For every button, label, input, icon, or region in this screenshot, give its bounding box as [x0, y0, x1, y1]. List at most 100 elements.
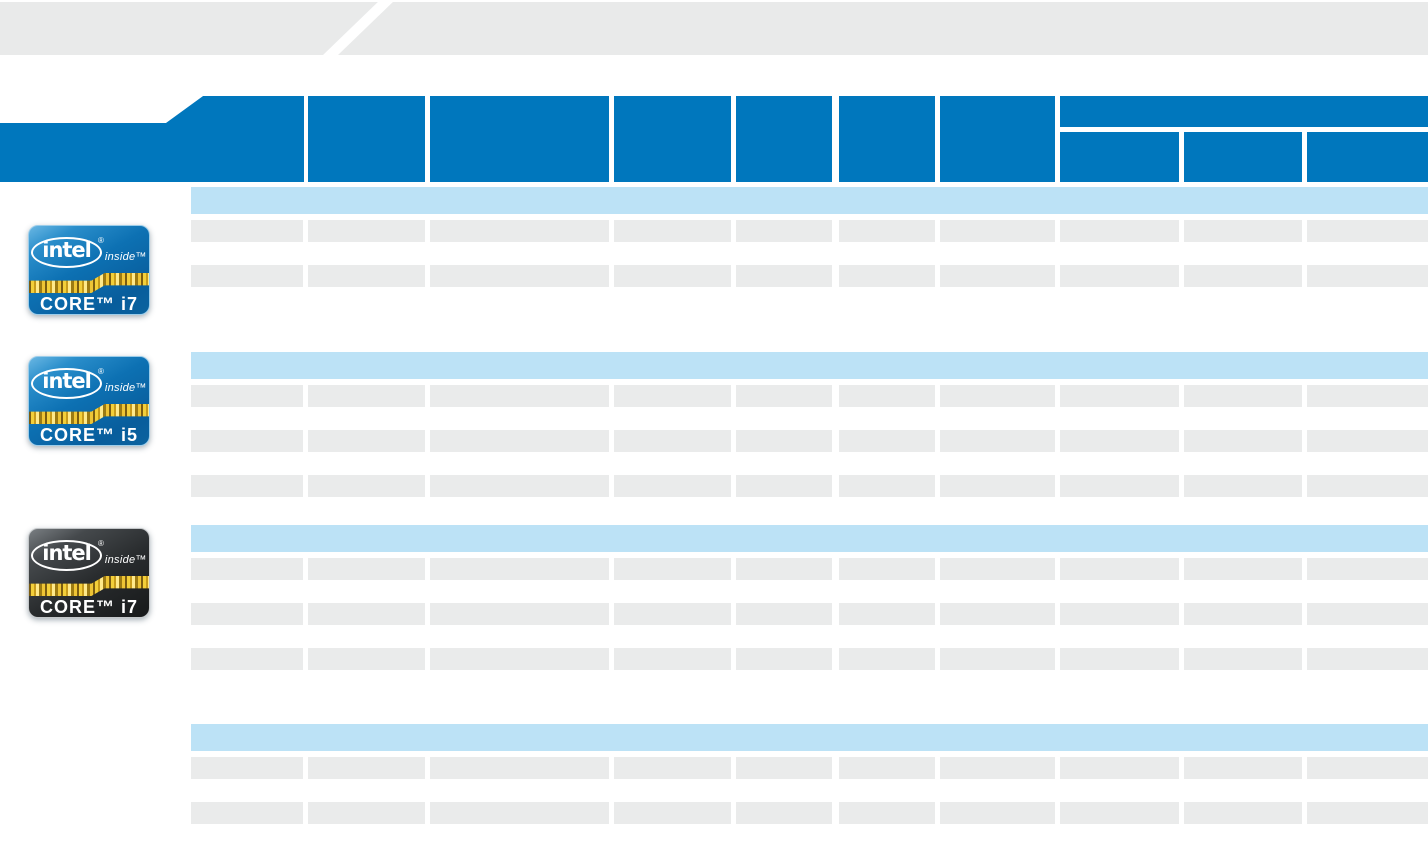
inside-mark: inside™	[104, 382, 147, 394]
spec-cell	[736, 757, 832, 779]
intel-wordmark: intel	[42, 368, 92, 393]
badge-product-line: CORE™ i7	[39, 597, 139, 617]
spec-cell	[1184, 603, 1302, 625]
intel-logo: intel ®	[31, 366, 104, 399]
spec-cell	[1184, 265, 1302, 287]
intel-core-i7-badge: intel ® inside™ CORE™ i7	[28, 225, 150, 315]
spec-cell	[191, 648, 303, 670]
spec-cell	[614, 385, 731, 407]
spec-cell	[1184, 802, 1302, 824]
spec-cell	[191, 475, 303, 497]
spec-cell	[308, 558, 425, 580]
top-banner	[0, 2, 1428, 55]
spec-cell	[839, 757, 935, 779]
spec-cell	[736, 430, 832, 452]
spec-cell	[839, 475, 935, 497]
spec-cell	[191, 265, 303, 287]
inside-mark: inside™	[104, 554, 147, 566]
header-cell-5	[736, 96, 832, 182]
header-cell-7	[940, 96, 1055, 182]
spec-cell	[1060, 475, 1179, 497]
spec-cell	[1307, 603, 1428, 625]
circuit-strip-graphic	[29, 404, 149, 424]
spec-cell	[940, 757, 1055, 779]
spec-cell	[736, 385, 832, 407]
spec-cell	[1307, 265, 1428, 287]
spec-cell	[430, 220, 609, 242]
spec-cell	[430, 757, 609, 779]
spec-cell	[940, 475, 1055, 497]
intel-core-i5-badge: intel ® inside™ CORE™ i5	[28, 356, 150, 446]
spec-cell	[614, 220, 731, 242]
intel-wordmark: intel	[42, 540, 92, 565]
badge-product-line: CORE™ i5	[39, 425, 139, 445]
spec-cell	[839, 603, 935, 625]
spec-cell	[430, 603, 609, 625]
badge-top-area: intel ® inside™	[29, 529, 149, 576]
spec-cell	[1184, 430, 1302, 452]
header-subcell-2	[1184, 132, 1302, 182]
spec-cell	[430, 475, 609, 497]
spec-cell	[1307, 385, 1428, 407]
spec-cell	[614, 475, 731, 497]
spec-cell	[1184, 385, 1302, 407]
spec-cell	[839, 802, 935, 824]
spec-cell	[191, 558, 303, 580]
diagonal-slash-decoration	[323, 2, 393, 55]
spec-cell	[940, 603, 1055, 625]
intel-logo: intel ®	[31, 236, 104, 268]
spec-cell	[191, 385, 303, 407]
spec-cell	[430, 648, 609, 670]
spec-cell	[736, 220, 832, 242]
registered-mark: ®	[97, 366, 104, 376]
spec-cell	[1307, 430, 1428, 452]
spec-cell	[308, 385, 425, 407]
section-header-band-3	[191, 525, 1428, 552]
header-cell-4	[614, 96, 731, 182]
spec-cell	[1060, 430, 1179, 452]
spec-cell	[839, 558, 935, 580]
spec-cell	[940, 220, 1055, 242]
spec-cell	[1184, 220, 1302, 242]
spec-cell	[191, 220, 303, 242]
spec-cell	[940, 265, 1055, 287]
spec-cell	[1184, 648, 1302, 670]
spec-cell	[191, 430, 303, 452]
spec-cell	[191, 802, 303, 824]
spec-cell	[191, 603, 303, 625]
intel-logo: intel ®	[31, 538, 104, 571]
spec-cell	[1060, 558, 1179, 580]
spec-cell	[614, 558, 731, 580]
spec-cell	[736, 648, 832, 670]
spec-cell	[1060, 220, 1179, 242]
spec-cell	[1060, 603, 1179, 625]
section-header-band-4	[191, 724, 1428, 751]
header-cell-6	[839, 96, 935, 182]
spec-cell	[1184, 475, 1302, 497]
inside-mark: inside™	[104, 251, 147, 263]
header-group-cell	[1060, 96, 1428, 127]
circuit-strip-graphic	[29, 273, 149, 293]
spec-cell	[1307, 802, 1428, 824]
spec-cell	[308, 603, 425, 625]
header-subcell-1	[1060, 132, 1179, 182]
spec-cell	[940, 648, 1055, 670]
spec-cell	[736, 558, 832, 580]
spec-cell	[614, 265, 731, 287]
badge-top-area: intel ® inside™	[29, 357, 149, 404]
spec-cell	[940, 802, 1055, 824]
spec-cell	[839, 430, 935, 452]
header-cell-3	[430, 96, 609, 182]
header-subcell-3	[1307, 132, 1428, 182]
spec-cell	[940, 385, 1055, 407]
section-header-band-1	[191, 187, 1428, 214]
spec-cell	[736, 603, 832, 625]
spec-cell	[1060, 385, 1179, 407]
spec-cell	[1307, 757, 1428, 779]
spec-cell	[736, 265, 832, 287]
badge-top-area: intel ® inside™	[29, 226, 149, 273]
spec-cell	[1184, 558, 1302, 580]
spec-cell	[1060, 802, 1179, 824]
spec-cell	[308, 430, 425, 452]
registered-mark: ®	[97, 538, 104, 548]
